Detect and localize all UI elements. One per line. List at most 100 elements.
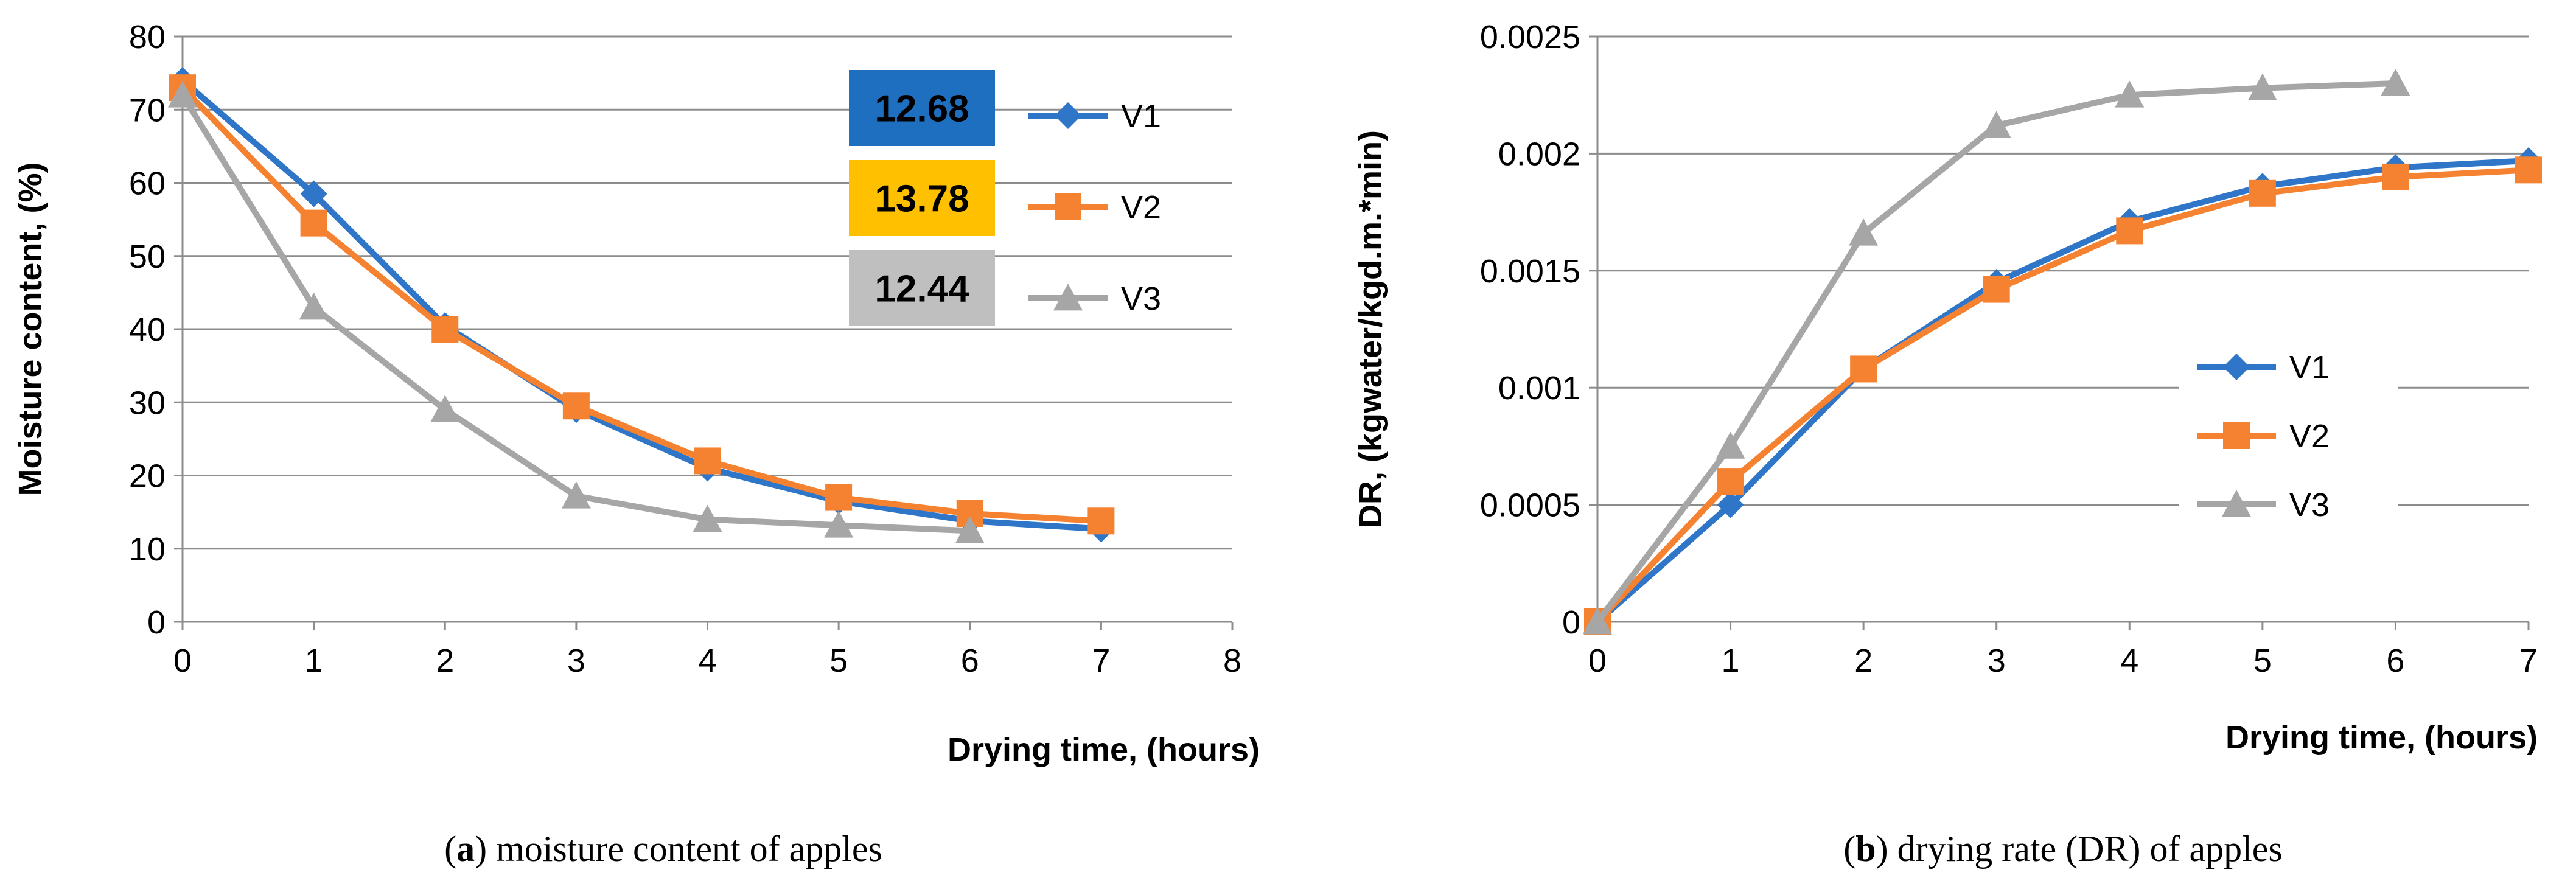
data-point: [1717, 491, 1744, 518]
data-point: [1850, 355, 1877, 383]
chart-a-series: [168, 67, 1115, 543]
annotation-box: 12.44: [849, 250, 995, 326]
chart-a-annotations: 12.68 13.78 12.44: [849, 70, 995, 326]
chart-a-caption: (a) moisture content of apples: [444, 829, 882, 869]
x-tick-label: 4: [2120, 643, 2138, 679]
chart-a-caption-text: moisture content of apples: [496, 829, 882, 869]
x-tick-label: 6: [2386, 643, 2404, 679]
data-point: [1716, 431, 1745, 459]
x-tick-label: 7: [2519, 643, 2538, 679]
x-tick-label: 0: [1588, 643, 1607, 679]
chart-b-y-axis-title: DR, (kgwater/kgd.m.*min): [1352, 130, 1389, 528]
legend-swatch-marker: [2222, 490, 2251, 517]
annotation-background: [849, 70, 995, 146]
chart-b-caption-text: drying rate (DR) of apples: [1897, 829, 2283, 869]
y-tick-label: 0: [1562, 604, 1580, 641]
data-point: [2247, 73, 2277, 101]
series-line: [1595, 157, 2529, 624]
annotation-box: 12.68: [849, 70, 995, 146]
legend-label: V1: [2289, 349, 2330, 386]
annotation-value: 13.78: [874, 178, 969, 220]
legend-entry-v2: V2: [2197, 418, 2330, 455]
chart-b-legend: V1 V2 V3: [2197, 349, 2330, 523]
chart-b-xticks: 0 1 2 3 4 5 6 7: [1588, 643, 2538, 679]
data-point: [2515, 156, 2542, 184]
y-tick-label: 0.0015: [1480, 253, 1580, 290]
data-point: [430, 395, 460, 422]
data-point: [1717, 468, 1744, 495]
annotation-background: [849, 160, 995, 236]
data-point: [2116, 217, 2143, 245]
y-tick-label: 0.0005: [1480, 487, 1580, 524]
data-point: [299, 292, 329, 320]
x-tick-label: 3: [1988, 643, 2006, 679]
chart-drying-rate: 0 0.0005 0.001 0.0015 0.002 0.0025 0 1 2 3 4 5 6 7 V…: [1352, 19, 2542, 869]
data-point: [1087, 507, 1115, 535]
legend-label: V3: [2289, 487, 2330, 523]
legend-swatch-marker: [2223, 422, 2250, 449]
legend-entry-v1: V1: [2197, 349, 2330, 386]
data-point: [1981, 111, 2011, 138]
legend-swatch-marker: [1055, 102, 1081, 129]
data-point: [2115, 80, 2145, 108]
y-tick-label: 40: [129, 312, 166, 348]
legend-entry-v2: V2: [1028, 189, 1161, 226]
data-point: [2249, 179, 2276, 207]
annotation-value: 12.44: [874, 268, 969, 310]
series-v2: [1584, 156, 2542, 635]
y-tick-label: 70: [129, 92, 166, 128]
y-tick-label: 30: [129, 385, 166, 421]
chart-a-x-axis-title: Drying time, (hours): [948, 731, 1260, 768]
legend-label: V2: [1121, 189, 1161, 226]
chart-a-y-axis-title: Moisture content, (%): [12, 162, 49, 497]
chart-b-x-axis-title: Drying time, (hours): [2225, 719, 2538, 756]
chart-b-caption-letter: b: [1855, 829, 1876, 869]
series-v2: [169, 74, 1115, 535]
data-point: [1849, 218, 1879, 246]
data-point: [2381, 68, 2410, 96]
y-tick-label: 20: [129, 458, 166, 495]
chart-b-caption: (b) drying rate (DR) of apples: [1843, 829, 2282, 869]
chart-a-xticks: 0 1 2 3 4 5 6 7 8: [173, 643, 1241, 679]
data-point: [562, 392, 590, 420]
chart-b-series: [1583, 68, 2542, 635]
data-point: [1583, 607, 1612, 635]
y-tick-label: 60: [129, 166, 166, 202]
chart-b-grid: [1597, 35, 2529, 506]
x-tick-label: 1: [1722, 643, 1740, 679]
data-point: [955, 516, 985, 543]
legend-swatch-marker: [1055, 193, 1081, 220]
legend-entry-v1: V1: [1028, 98, 1161, 134]
data-point: [2382, 163, 2409, 190]
data-point: [694, 447, 721, 475]
legend-label: V3: [1121, 280, 1161, 317]
y-tick-label: 0.002: [1498, 136, 1580, 172]
series-line: [180, 78, 1101, 532]
series-v3: [168, 80, 985, 543]
x-tick-label: 1: [305, 643, 323, 679]
x-tick-label: 8: [1223, 643, 1241, 679]
y-tick-label: 0.0025: [1480, 19, 1580, 55]
data-point: [824, 510, 854, 538]
legend-label: V1: [1121, 98, 1161, 134]
data-point: [1983, 276, 2010, 303]
x-tick-label: 4: [698, 643, 716, 679]
x-tick-label: 2: [1854, 643, 1873, 679]
chart-a-axes: [174, 35, 1234, 630]
annotation-box: 13.78: [849, 160, 995, 236]
y-tick-label: 10: [129, 531, 166, 568]
series-line: [180, 85, 1101, 524]
data-point: [825, 484, 853, 511]
chart-a-legend: V1 V2 V3: [1028, 98, 1161, 317]
x-tick-label: 0: [173, 643, 192, 679]
legend-entry-v3: V3: [2197, 487, 2330, 523]
x-tick-label: 2: [436, 643, 454, 679]
y-tick-label: 50: [129, 239, 166, 275]
x-tick-label: 6: [961, 643, 979, 679]
chart-a-caption-letter: a: [456, 829, 475, 869]
annotation-value: 12.68: [874, 88, 969, 130]
x-tick-label: 7: [1092, 643, 1110, 679]
